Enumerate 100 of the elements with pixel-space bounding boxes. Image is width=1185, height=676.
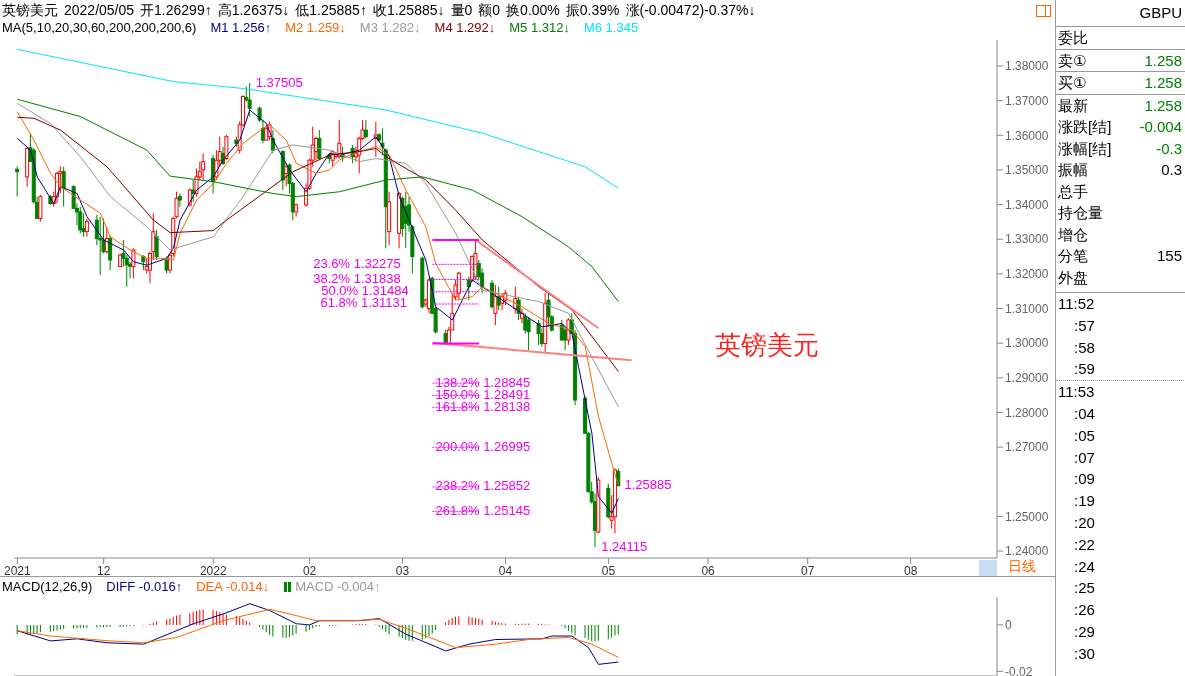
candlestick bbox=[363, 119, 368, 139]
category-label: 委比 bbox=[1058, 28, 1088, 48]
text: 1.258 bbox=[1144, 96, 1182, 114]
text: :05 bbox=[1073, 425, 1096, 446]
y-tick-label: 0 bbox=[1005, 618, 1012, 633]
x-tick-label: 04 bbox=[498, 563, 513, 578]
text: 换0.00% bbox=[506, 2, 560, 20]
y-tick-label: 1.33000 bbox=[1005, 232, 1049, 247]
candlestick bbox=[201, 152, 206, 181]
x-tick-label: 06 bbox=[701, 563, 716, 578]
text: 高1.26375↓ bbox=[217, 2, 290, 20]
y-tick-label: 1.32000 bbox=[1005, 267, 1049, 282]
annotation: 1.25885 bbox=[624, 477, 672, 493]
annotation: 200.0% 1.26995 bbox=[435, 438, 531, 454]
text: 11:52 bbox=[1057, 294, 1096, 314]
text: :59 bbox=[1073, 359, 1096, 380]
annotation: 1.24115 bbox=[601, 538, 648, 554]
x-tick-label: 2022 bbox=[199, 563, 227, 578]
text: 英镑美元 bbox=[715, 329, 819, 362]
y-tick-label: 1.31000 bbox=[1005, 301, 1049, 316]
text: GBPU bbox=[1056, 0, 1185, 27]
candlestick bbox=[84, 217, 89, 238]
category-label: 卖① bbox=[1058, 50, 1087, 71]
annotation: 261.8% 1.25145 bbox=[435, 502, 531, 518]
x-tick-label: 08 bbox=[903, 563, 918, 578]
text: 11:53 bbox=[1056, 380, 1185, 403]
text: 1.258 bbox=[1144, 74, 1182, 91]
category-label: 外盘 bbox=[1058, 267, 1088, 288]
text: :04 bbox=[1073, 404, 1096, 424]
candlestick bbox=[15, 165, 20, 198]
y-tick-label: 1.35000 bbox=[1005, 163, 1049, 178]
annotation: 38.2% 1.31838 bbox=[313, 270, 401, 286]
y-tick-label: -0.02 bbox=[1005, 664, 1033, 676]
text: 收1.25885↓ bbox=[372, 2, 445, 20]
category-label: 持仓量 bbox=[1058, 203, 1103, 223]
annotation: 1.37505 bbox=[255, 74, 303, 90]
candlestick bbox=[456, 271, 461, 301]
legend-label: MACD -0.004↑ bbox=[294, 579, 381, 594]
text: :07 bbox=[1073, 447, 1096, 468]
text: :26 bbox=[1073, 600, 1096, 621]
text: 涨(-0.00472)-0.37%↓ bbox=[625, 2, 756, 20]
text: 2022/05/05 bbox=[64, 2, 135, 20]
candlestick bbox=[98, 216, 103, 276]
candlestick bbox=[154, 229, 159, 261]
text: M1 1.256↑ bbox=[210, 20, 272, 35]
candlestick bbox=[38, 194, 43, 223]
text: -0.004 bbox=[1139, 118, 1182, 135]
text: :57 bbox=[1073, 315, 1096, 336]
y-tick-label: 1.25000 bbox=[1005, 509, 1049, 524]
text: 量0 bbox=[450, 2, 473, 20]
text: :19 bbox=[1073, 491, 1096, 512]
text: :22 bbox=[1073, 534, 1096, 555]
text: :29 bbox=[1073, 621, 1096, 642]
candlestick bbox=[224, 134, 229, 161]
x-tick-label: 12 bbox=[96, 563, 111, 578]
text: :24 bbox=[1073, 556, 1096, 577]
text: M2 1.259↓ bbox=[285, 20, 346, 35]
text: 振0.39% bbox=[565, 2, 620, 20]
x-tick-label: 02 bbox=[302, 563, 317, 578]
series-label: DEA -0.014↓ bbox=[196, 579, 270, 594]
text: M6 1.345 bbox=[583, 20, 639, 35]
text: M5 1.312↓ bbox=[509, 20, 570, 35]
candlestick bbox=[526, 316, 531, 351]
candlestick bbox=[536, 319, 541, 346]
candlestick bbox=[78, 206, 83, 234]
text: DIFF -0.016↑ bbox=[106, 579, 183, 594]
x-tick-label: 03 bbox=[395, 563, 410, 578]
category-label: 增仓 bbox=[1058, 224, 1088, 245]
text: :09 bbox=[1073, 469, 1096, 490]
candlestick bbox=[108, 234, 113, 271]
text: M3 1.282↓ bbox=[359, 20, 421, 35]
y-tick-label: 1.34000 bbox=[1005, 197, 1049, 212]
x-tick-label: 07 bbox=[801, 563, 815, 578]
category-label: 涨跌[结] bbox=[1058, 117, 1112, 137]
y-tick-label: 1.37000 bbox=[1005, 93, 1049, 108]
annotation: 238.2% 1.25852 bbox=[435, 478, 531, 494]
x-tick-label: 2021 bbox=[3, 563, 31, 578]
legend-title: MA(5,10,20,30,60,200,200,200,6) bbox=[2, 20, 197, 35]
text: -0.3 bbox=[1156, 139, 1182, 157]
x-tick-label: 05 bbox=[601, 563, 616, 578]
y-tick-label: 1.30000 bbox=[1005, 336, 1049, 351]
annotation: 23.6% 1.32275 bbox=[313, 255, 401, 271]
y-tick-label: 1.38000 bbox=[1005, 59, 1049, 74]
category-label: 分笔 bbox=[1058, 246, 1088, 266]
text: :30 bbox=[1073, 643, 1096, 664]
line-series bbox=[16, 608, 619, 658]
y-tick-label: 1.36000 bbox=[1005, 128, 1049, 143]
x-axis-title: 日线 bbox=[1008, 558, 1036, 576]
line-series bbox=[16, 116, 619, 373]
text: 1.258 bbox=[1144, 51, 1182, 69]
category-label: 买① bbox=[1058, 73, 1087, 93]
text: 0.3 bbox=[1161, 161, 1182, 178]
annotation: 161.8% 1.28138 bbox=[435, 399, 531, 415]
category-label: 涨幅[结] bbox=[1058, 138, 1112, 159]
text: 开1.26299↑ bbox=[140, 2, 212, 20]
y-tick-label: 1.27000 bbox=[1005, 440, 1049, 455]
text: 低1.25885↑ bbox=[295, 2, 367, 20]
y-tick-label: 1.29000 bbox=[1005, 371, 1049, 386]
text: :25 bbox=[1073, 578, 1096, 599]
text: 额0 bbox=[478, 2, 501, 20]
